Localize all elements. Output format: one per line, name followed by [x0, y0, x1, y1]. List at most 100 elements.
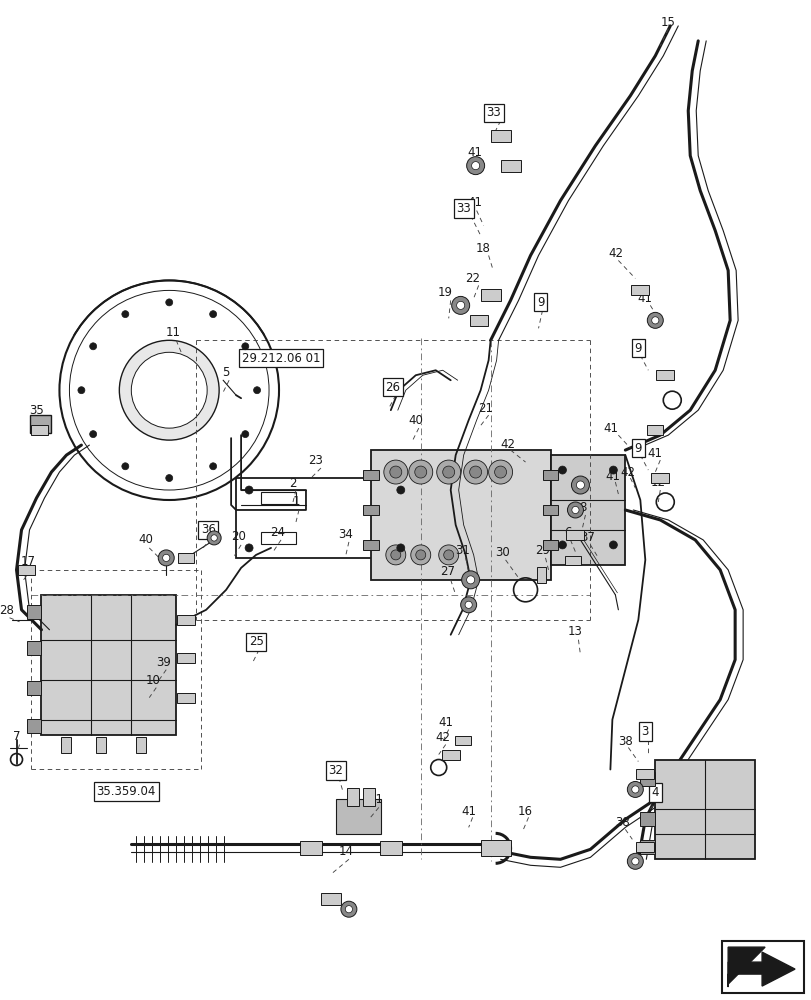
Circle shape — [207, 531, 221, 545]
Circle shape — [451, 296, 469, 314]
Bar — [27, 719, 41, 733]
Circle shape — [211, 535, 217, 541]
Bar — [480, 289, 500, 301]
Bar — [380, 841, 401, 855]
Text: 37: 37 — [579, 531, 594, 544]
Circle shape — [209, 463, 217, 470]
Bar — [27, 641, 41, 655]
Bar — [371, 450, 550, 580]
Circle shape — [576, 481, 584, 489]
Text: 33: 33 — [486, 106, 500, 119]
Circle shape — [245, 486, 253, 494]
Text: 35: 35 — [29, 404, 44, 417]
Text: 22: 22 — [465, 272, 479, 285]
Bar — [566, 530, 584, 540]
Bar — [636, 769, 654, 779]
Text: 6: 6 — [563, 526, 570, 539]
Circle shape — [471, 162, 479, 170]
Text: 41: 41 — [461, 805, 475, 818]
Circle shape — [456, 301, 464, 309]
Circle shape — [631, 858, 638, 865]
Circle shape — [488, 460, 512, 484]
Text: 40: 40 — [139, 533, 153, 546]
Bar — [441, 750, 459, 760]
Circle shape — [397, 544, 405, 552]
Polygon shape — [727, 952, 794, 987]
Circle shape — [567, 502, 583, 518]
Circle shape — [571, 506, 578, 514]
Circle shape — [466, 157, 484, 175]
Bar — [490, 130, 510, 142]
Circle shape — [162, 554, 169, 561]
Text: 40: 40 — [408, 414, 423, 427]
Text: 17: 17 — [21, 555, 36, 568]
Text: 41: 41 — [637, 292, 652, 305]
Circle shape — [242, 343, 248, 350]
Circle shape — [646, 312, 663, 328]
Text: 34: 34 — [338, 528, 353, 541]
Text: 41: 41 — [604, 470, 619, 483]
Bar — [236, 478, 410, 558]
Text: 12: 12 — [650, 476, 665, 489]
Circle shape — [460, 597, 476, 613]
Text: 29: 29 — [534, 544, 549, 557]
Circle shape — [443, 550, 453, 560]
Bar — [363, 788, 375, 806]
Bar — [177, 653, 195, 663]
Bar — [261, 532, 296, 544]
Text: 36: 36 — [200, 523, 216, 536]
Text: 38: 38 — [617, 735, 632, 748]
Bar — [500, 160, 520, 172]
Bar — [261, 492, 296, 504]
Text: 28: 28 — [0, 604, 14, 617]
Text: 20: 20 — [230, 530, 245, 543]
Circle shape — [89, 343, 97, 350]
Text: 42: 42 — [620, 466, 635, 479]
Text: 4: 4 — [650, 786, 659, 799]
Circle shape — [627, 781, 642, 797]
Circle shape — [119, 340, 219, 440]
Text: 14: 14 — [338, 845, 353, 858]
Circle shape — [341, 901, 357, 917]
Bar — [363, 540, 379, 550]
Bar — [31, 425, 49, 435]
Bar — [640, 840, 654, 854]
Text: 41: 41 — [466, 146, 482, 159]
Text: 26: 26 — [385, 381, 400, 394]
Circle shape — [245, 544, 253, 552]
Bar — [97, 737, 106, 753]
Circle shape — [494, 466, 506, 478]
Text: 42: 42 — [607, 247, 622, 260]
Text: 29.212.06 01: 29.212.06 01 — [242, 352, 320, 365]
Text: 41: 41 — [466, 196, 482, 209]
Circle shape — [414, 466, 427, 478]
Circle shape — [415, 550, 425, 560]
Bar — [631, 285, 649, 295]
Circle shape — [436, 460, 460, 484]
Circle shape — [461, 571, 479, 589]
Text: 41: 41 — [368, 793, 383, 806]
Text: 19: 19 — [436, 286, 452, 299]
Circle shape — [158, 550, 174, 566]
Circle shape — [571, 476, 589, 494]
Text: 11: 11 — [165, 326, 181, 339]
Bar — [650, 473, 668, 483]
Text: 8: 8 — [578, 501, 586, 514]
Text: 9: 9 — [536, 296, 543, 309]
Bar — [136, 737, 146, 753]
Text: 41: 41 — [438, 716, 453, 729]
Text: 16: 16 — [517, 805, 532, 818]
Bar — [542, 470, 558, 480]
Circle shape — [253, 387, 260, 394]
Polygon shape — [727, 947, 764, 984]
Bar — [542, 505, 558, 515]
Text: 27: 27 — [440, 565, 455, 578]
Text: 7: 7 — [13, 730, 20, 743]
Text: 3: 3 — [641, 725, 648, 738]
Text: 13: 13 — [568, 625, 582, 638]
Bar — [454, 736, 470, 745]
Bar — [542, 540, 558, 550]
Text: 39: 39 — [156, 656, 170, 669]
Text: 30: 30 — [495, 546, 509, 559]
Text: 18: 18 — [474, 242, 490, 255]
